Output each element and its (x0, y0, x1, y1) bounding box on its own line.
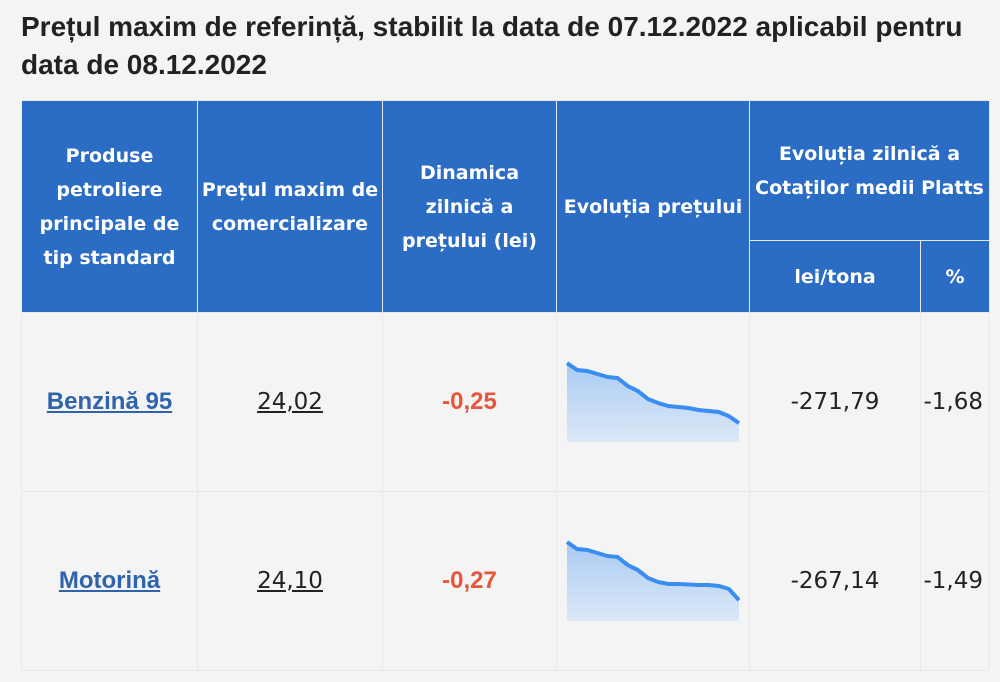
product-link[interactable]: Benzină 95 (46, 388, 173, 415)
platts-lei: -267,14 (790, 568, 880, 594)
header-platts: Evoluția zilnică a Cotaților medii Platt… (748, 100, 991, 241)
price-sparkline (566, 540, 740, 621)
header-dynamics: Dinamica zilnică a prețului (lei) (382, 100, 557, 313)
header-product: Produse petroliere principale de tip sta… (21, 100, 198, 313)
table-row: Benzină 95 24,02 -0,25 -271,79 -1,68 (21, 312, 991, 492)
platts-lei: -271,79 (790, 389, 880, 415)
daily-dynamics: -0,27 (442, 567, 497, 594)
sparkline-line (566, 361, 740, 425)
header-evolution: Evoluția prețului (556, 100, 750, 313)
header-percent: % (919, 240, 991, 313)
price-table: Produse petroliere principale de tip sta… (21, 100, 991, 671)
daily-dynamics: -0,25 (442, 388, 497, 415)
max-price: 24,02 (257, 389, 323, 415)
table-row: Motorină 24,10 -0,27 -267,14 -1,49 (21, 491, 991, 671)
header-max-price: Prețul maxim de comercializare (197, 100, 383, 313)
max-price: 24,10 (257, 568, 323, 594)
platts-percent: -1,68 (923, 389, 984, 415)
product-link[interactable]: Motorină (58, 567, 161, 594)
page-title: Prețul maxim de referință, stabilit la d… (21, 11, 963, 80)
header-lei-tona: lei/tona (749, 240, 921, 313)
sparkline-line (566, 540, 740, 602)
price-sparkline (566, 361, 740, 442)
platts-percent: -1,49 (923, 568, 984, 594)
